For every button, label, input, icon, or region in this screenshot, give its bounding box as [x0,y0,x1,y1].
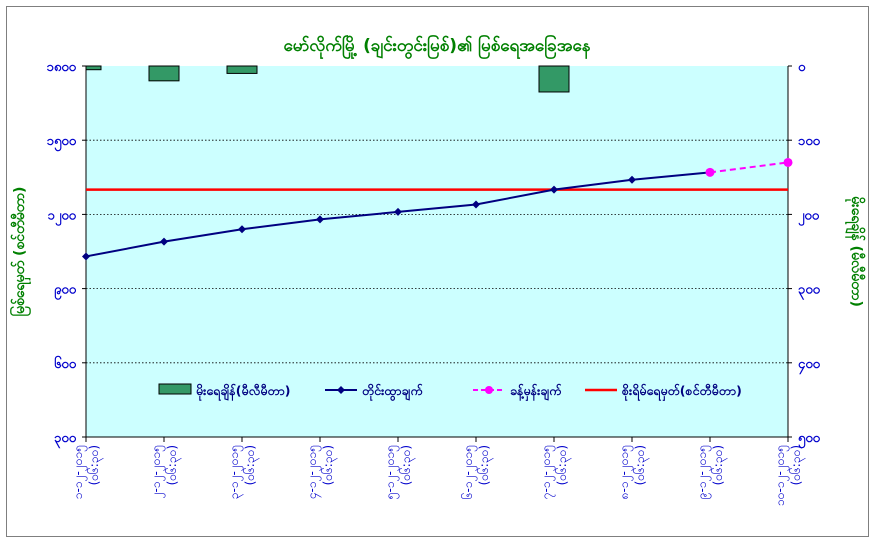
y-right-tick-label: ၁၀၀ [798,134,821,149]
chart-title: မော်လိုက်မြို့ (ချင်းတွင်းမြစ်)၏ မြစ်ရေအ… [284,33,591,60]
y-right-tick-label: ၀ [798,60,806,75]
chart-frame: မော်လိုက်မြို့ (ချင်းတွင်းမြစ်)၏ မြစ်ရေအ… [6,6,869,537]
legend-label: တိုင်းထွာချက် [362,382,424,402]
forecast-point [705,167,715,177]
x-tick-label: (၀၆:၃၀) [554,445,572,485]
y-right-tick-label: ၅၀၀ [798,431,821,449]
x-tick-label: ၆-၁၂-၂၀၁၅ [460,445,478,499]
x-tick-label: ၇-၁၂-၂၀၁၅ [539,445,556,499]
y-right-tick-label: ၃၀၀ [798,283,821,301]
y-left-tick-label: ၁၂၀၀ [48,208,77,226]
legend-label: စိုးရိမ်ရေမှတ်(စင်တီမီတာ) [621,382,742,402]
observed-point [238,225,246,234]
legend-label: မိုးရေချိန်(မီလီမီတာ) [196,382,291,402]
rainfall-bar [538,65,570,93]
y-axis-right-label: မိုးရေချိန် (မီလီမီတာ) [845,196,865,307]
x-tick-label: (၀၆:၃၀) [242,445,260,485]
chart: မော်လိုက်မြို့ (ချင်းတွင်းမြစ်)၏ မြစ်ရေအ… [10,33,865,506]
legend-label: ခန့်မှန်းချက် [510,382,562,402]
observed-point [82,252,90,261]
x-tick-label: (၀၆:၃၀) [632,445,650,485]
y-right-tick-label: ၂၀၀ [798,208,820,226]
x-tick-label: (၀၆:၃၀) [788,445,806,485]
legend-marker [337,386,345,394]
x-tick-label: ၄-၁၂-၂၀၁၅ [305,445,322,499]
x-tick-label: ၉-၁၂-၂၀၁၅ [695,445,712,499]
x-tick-label: ၂-၁၂-၂၀၁၅ [149,445,166,498]
x-tick-label: (၀၆:၃၀) [320,445,338,485]
x-tick-label: (၀၆:၃၀) [398,445,416,485]
y-left-tick-label: ၁၈၀၀ [47,60,77,75]
x-tick-label: ၁၀-၁၂-၂၀၁၅ [773,445,790,506]
plot-background [86,66,788,437]
x-tick-label: ၃-၁၂-၂၀၁၅ [227,445,244,499]
forecast-line [709,161,789,174]
y-left-tick-label: ၁၅၀၀ [47,134,77,152]
x-tick-label: ၈-၁၂-၂၀၁၅ [617,445,634,499]
forecast-point [783,157,793,167]
observed-point [316,215,324,224]
y-left-tick-label: ၃၀၀ [54,431,77,449]
observed-point [472,200,480,209]
x-tick-label: ၅-၁၂-၂၀၁၅ [383,445,400,499]
x-tick-label: (၀၆:၃၀) [710,445,728,485]
x-tick-label: (၀၆:၃၀) [164,445,182,485]
x-tick-label: (၀၆:၃၀) [476,445,494,485]
rainfall-bar [226,65,258,74]
rainfall-bar [148,65,180,82]
observed-point [628,175,636,184]
observed-point [160,237,168,246]
observed-point [394,207,402,216]
y-axis-left-label: မြစ်ရေမှတ် (စင်တီမီတာ) [10,187,31,317]
y-right-tick-label: ၄၀၀ [798,357,821,375]
legend-marker [485,386,493,394]
y-left-tick-label: ၉၀၀ [54,283,77,301]
rainfall-bar [85,65,102,71]
legend-swatch [158,383,192,395]
x-tick-label: ၁-၁၂-၂၀၁၅ [71,445,88,499]
observed-point [550,185,558,194]
y-left-tick-label: ၆၀၀ [54,355,77,372]
x-tick-label: (၀၆:၃၀) [86,445,104,485]
